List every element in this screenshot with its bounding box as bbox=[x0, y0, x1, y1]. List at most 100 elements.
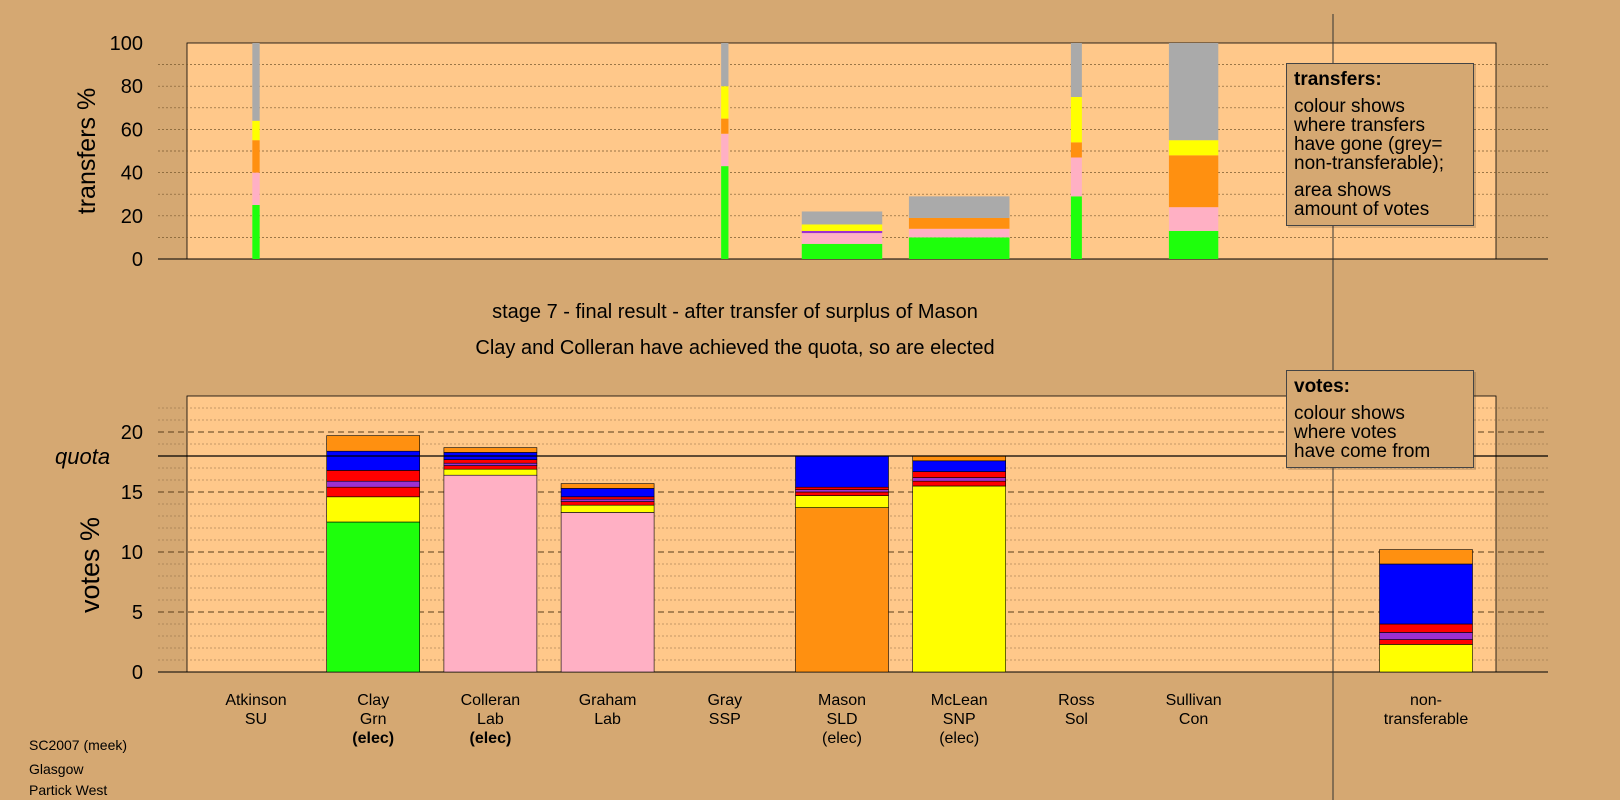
votes-bar-segment bbox=[326, 496, 421, 523]
candidate-party-label: Con bbox=[1179, 711, 1208, 728]
votes-bar-segment bbox=[1379, 549, 1473, 565]
votes-bar-segment bbox=[560, 501, 655, 506]
transfers-bar-segment bbox=[252, 172, 260, 205]
transfers-bar-segment bbox=[1168, 43, 1219, 141]
transfers-bar-segment bbox=[1168, 140, 1219, 156]
transfers-bar-segment bbox=[721, 166, 729, 259]
transfers-y-tick-label: 60 bbox=[121, 119, 143, 141]
footer-line-3: Partick West bbox=[29, 782, 108, 798]
votes-bar-segment bbox=[1379, 639, 1473, 645]
transfers-bar-segment bbox=[1168, 230, 1219, 259]
transfers-bar-segment bbox=[1070, 97, 1082, 143]
footer-line-1: SC2007 (meek) bbox=[29, 737, 128, 753]
candidate-elected-label: (elec) bbox=[352, 730, 394, 747]
votes-bar-segment bbox=[795, 455, 889, 488]
candidate-name-label: non- bbox=[1410, 692, 1442, 709]
votes-bar-segment bbox=[560, 483, 655, 489]
transfers-bar-segment bbox=[801, 243, 883, 259]
candidate-elected-label: (elec) bbox=[939, 730, 979, 747]
candidate-party-label: Sol bbox=[1065, 711, 1088, 728]
candidate-party-label: SLD bbox=[826, 711, 857, 728]
votes-y-tick-label: 15 bbox=[121, 482, 143, 504]
votes-bar-segment bbox=[443, 459, 538, 464]
votes-bar-segment bbox=[795, 486, 889, 490]
votes-bar-segment bbox=[1379, 632, 1473, 640]
candidate-name-label: McLean bbox=[931, 692, 988, 709]
transfers-bar-segment bbox=[252, 43, 260, 121]
transfers-legend-line-1: colour shows where transfers have gone (… bbox=[1294, 96, 1444, 174]
transfers-legend-line-2: area shows amount of votes bbox=[1294, 180, 1430, 220]
candidate-party-label: transferable bbox=[1384, 711, 1469, 728]
transfers-bar-segment bbox=[252, 140, 260, 173]
candidate-name-label: Gray bbox=[707, 692, 742, 709]
votes-bar-segment bbox=[1379, 563, 1473, 625]
transfers-bar-segment bbox=[721, 86, 729, 119]
candidate-name-label: Clay bbox=[357, 692, 389, 709]
transfers-bar-segment bbox=[721, 133, 729, 167]
transfers-bar-segment bbox=[908, 217, 1010, 229]
transfers-y-tick-label: 40 bbox=[121, 163, 143, 185]
quota-label: quota bbox=[55, 444, 110, 469]
transfers-legend-title: transfers: bbox=[1294, 69, 1382, 90]
transfers-bar-segment bbox=[801, 230, 883, 234]
votes-bar-segment bbox=[443, 462, 538, 466]
transfers-y-tick-label: 0 bbox=[132, 249, 143, 271]
votes-bar-segment bbox=[326, 486, 421, 498]
transfers-y-tick-label: 80 bbox=[121, 76, 143, 98]
transfers-y-tick-label: 20 bbox=[121, 206, 143, 228]
votes-bar-segment bbox=[912, 460, 1007, 472]
votes-bar-segment bbox=[912, 480, 1007, 487]
votes-bar-segment bbox=[443, 447, 538, 453]
transfers-bar-segment bbox=[252, 205, 260, 259]
transfers-bar-segment bbox=[1070, 43, 1082, 97]
votes-bar-segment bbox=[326, 470, 421, 482]
candidate-party-label: Grn bbox=[360, 711, 387, 728]
candidate-name-label: Ross bbox=[1058, 692, 1094, 709]
votes-bar-segment bbox=[795, 507, 889, 673]
transfers-legend: transfers: colour shows where transfers … bbox=[1286, 63, 1474, 226]
transfers-bar-segment bbox=[1070, 196, 1082, 259]
votes-legend-line-1: colour shows where votes have come from bbox=[1294, 403, 1431, 462]
candidate-elected-label: (elec) bbox=[470, 730, 512, 747]
votes-bar-segment bbox=[326, 521, 421, 673]
votes-bar-segment bbox=[443, 474, 538, 673]
votes-bar-segment bbox=[912, 477, 1007, 482]
votes-bar-segment bbox=[560, 488, 655, 498]
candidate-elected-label: (elec) bbox=[822, 730, 862, 747]
candidate-party-label: SNP bbox=[943, 711, 976, 728]
candidate-name-label: Colleran bbox=[461, 692, 521, 709]
votes-bar-segment bbox=[443, 468, 538, 476]
transfers-bar-segment bbox=[721, 43, 729, 87]
votes-bar-segment bbox=[560, 498, 655, 502]
transfers-y-axis-label: transfers % bbox=[73, 88, 101, 214]
votes-y-tick-label: 10 bbox=[121, 542, 143, 564]
votes-bar-segment bbox=[912, 485, 1007, 673]
votes-legend: votes: colour shows where votes have com… bbox=[1286, 370, 1474, 468]
votes-bar-segment bbox=[560, 496, 655, 500]
candidate-name-label: Sullivan bbox=[1166, 692, 1222, 709]
votes-y-tick-label: 0 bbox=[132, 662, 143, 684]
transfers-bar-segment bbox=[908, 196, 1010, 218]
chart-title-line-2: Clay and Colleran have achieved the quot… bbox=[475, 337, 995, 359]
transfers-y-tick-label: 100 bbox=[110, 33, 143, 55]
transfers-bar-segment bbox=[252, 120, 260, 141]
votes-bar-segment bbox=[795, 495, 889, 508]
candidate-name-label: Atkinson bbox=[225, 692, 286, 709]
votes-bar-segment bbox=[1379, 623, 1473, 633]
votes-y-axis-label: votes % bbox=[75, 517, 105, 613]
votes-bar-segment bbox=[326, 480, 421, 488]
candidate-party-label: Lab bbox=[594, 711, 621, 728]
transfers-bar-segment bbox=[721, 118, 729, 134]
votes-y-tick-label: 20 bbox=[121, 422, 143, 444]
votes-y-tick-label: 5 bbox=[132, 602, 143, 624]
footer-line-2: Glasgow bbox=[29, 761, 84, 777]
votes-bar-segment bbox=[795, 491, 889, 496]
transfers-bar-segment bbox=[801, 233, 883, 244]
votes-bar-segment bbox=[443, 465, 538, 470]
votes-bar-segment bbox=[560, 504, 655, 513]
transfers-bar-segment bbox=[908, 237, 1010, 259]
votes-bar-segment bbox=[326, 435, 421, 452]
candidate-party-label: Lab bbox=[477, 711, 504, 728]
